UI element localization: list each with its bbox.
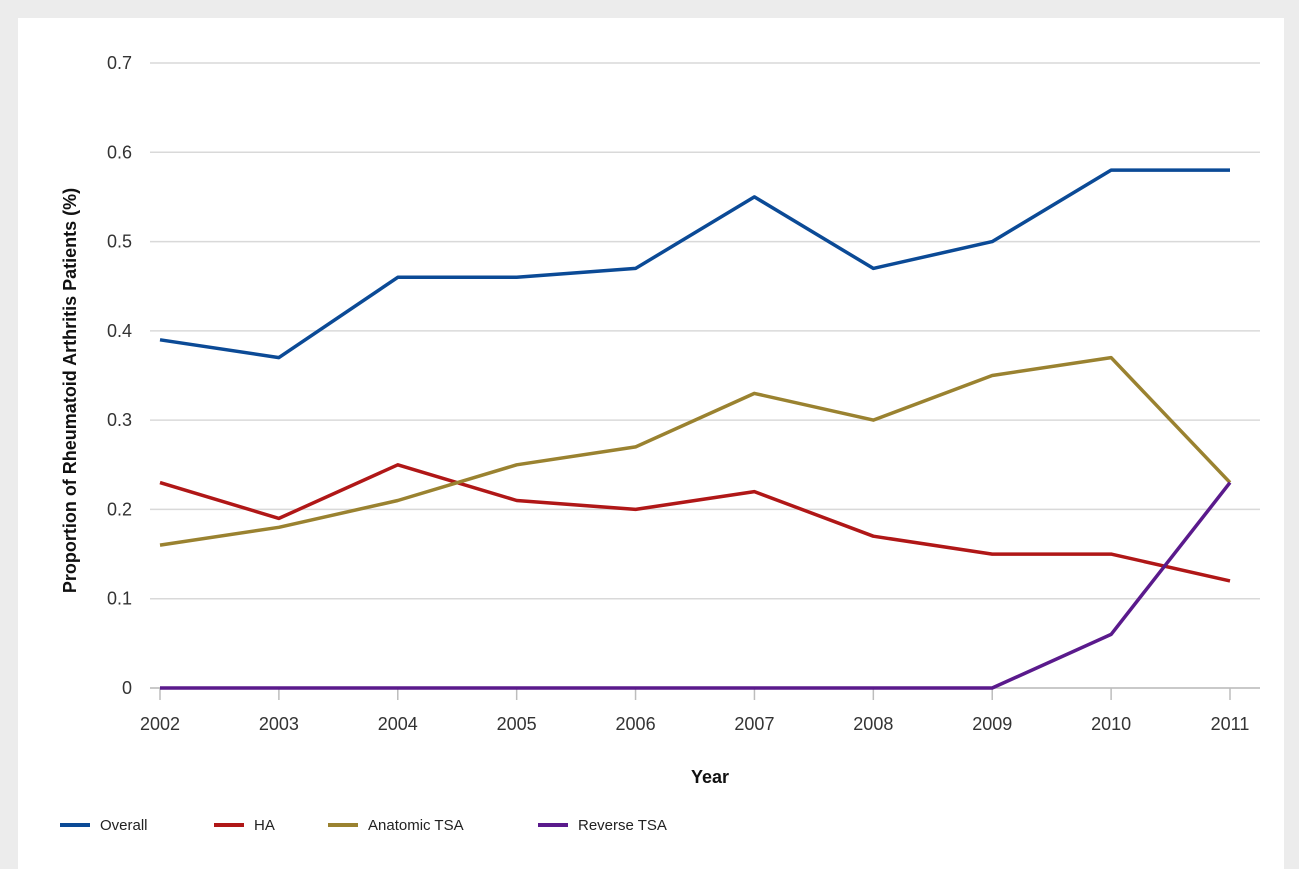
y-tick-label: 0.5 — [107, 232, 132, 252]
x-tick-label: 2002 — [140, 714, 180, 734]
y-axis-title: Proportion of Rheumatoid Arthritis Patie… — [60, 188, 80, 593]
series-line-overall — [159, 168, 1230, 360]
legend-label: Overall — [100, 817, 148, 834]
y-axis: 0 0.1 0.2 0.3 0.4 0.5 0.6 0.7 — [107, 53, 132, 698]
legend-label: Reverse TSA — [578, 817, 667, 834]
series-lines — [159, 168, 1232, 690]
y-tick-label: 0.6 — [107, 142, 132, 162]
y-tick-label: 0.3 — [107, 410, 132, 430]
legend-label: Anatomic TSA — [368, 817, 464, 834]
x-tick-label: 2005 — [497, 714, 537, 734]
y-tick-label: 0.4 — [107, 321, 132, 341]
chart-panel: 2002 2003 2004 2005 2006 2007 2008 2009 2010 2011… — [18, 18, 1284, 869]
y-tick-label: 0 — [122, 678, 132, 698]
y-tick-label: 0.7 — [107, 53, 132, 73]
x-tick-label: 2007 — [734, 714, 774, 734]
x-tick-label: 2003 — [259, 714, 299, 734]
x-tick-label: 2009 — [972, 714, 1012, 734]
series-line-reverse-tsa — [160, 481, 1232, 690]
legend: Overall HA Anatomic TSA Reverse TSA — [60, 817, 667, 834]
y-tick-label: 0.2 — [107, 499, 132, 519]
x-tick-label: 2010 — [1091, 714, 1131, 734]
legend-label: HA — [254, 817, 275, 834]
gridlines — [150, 62, 1260, 689]
x-tick-label: 2011 — [1211, 714, 1250, 734]
series-line-anatomic-tsa — [159, 355, 1232, 547]
x-axis-title: Year — [691, 767, 729, 787]
x-tick-label: 2004 — [378, 714, 418, 734]
x-axis: 2002 2003 2004 2005 2006 2007 2008 2009 2010 2011 — [140, 687, 1260, 734]
y-tick-label: 0.1 — [107, 589, 132, 609]
x-tick-label: 2008 — [853, 714, 893, 734]
line-chart: 2002 2003 2004 2005 2006 2007 2008 2009 2010 2011… — [60, 53, 1260, 834]
x-tick-label: 2006 — [616, 714, 656, 734]
series-line-ha — [159, 463, 1231, 583]
